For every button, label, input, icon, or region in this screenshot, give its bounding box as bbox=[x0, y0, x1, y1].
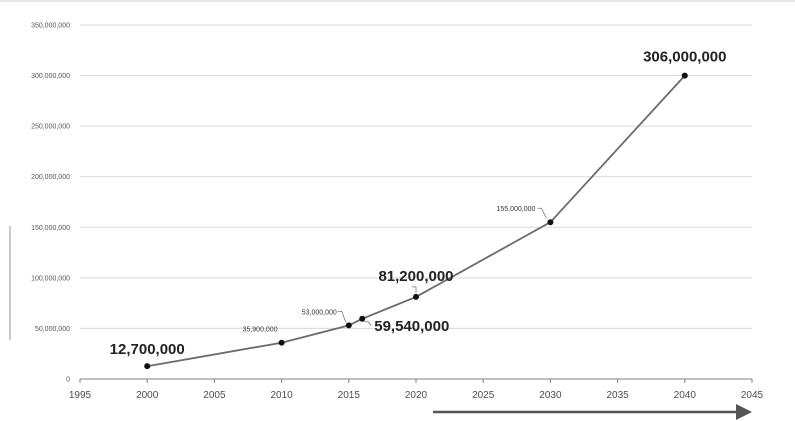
x-tick-label: 2010 bbox=[270, 390, 293, 401]
data-point bbox=[345, 322, 352, 329]
grid bbox=[80, 24, 752, 329]
y-tick-label: 200,000,000 bbox=[31, 174, 70, 181]
data-point bbox=[144, 363, 151, 370]
x-tick-label: 1995 bbox=[69, 390, 92, 401]
data-label: 155,000,000 bbox=[496, 206, 535, 213]
data-points bbox=[144, 72, 688, 370]
axes bbox=[79, 378, 753, 383]
y-tick-label: 100,000,000 bbox=[31, 275, 70, 282]
data-label: 306,000,000 bbox=[643, 49, 726, 66]
data-label: 35,900,000 bbox=[243, 327, 278, 334]
x-tick-label: 2025 bbox=[472, 390, 495, 401]
y-tick-label: 50,000,000 bbox=[35, 326, 70, 333]
y-tick-label: 0 bbox=[66, 377, 70, 384]
y-tick-label: 300,000,000 bbox=[31, 73, 70, 80]
data-label-leader bbox=[412, 286, 417, 293]
data-point bbox=[547, 219, 554, 226]
x-tick-label: 2015 bbox=[338, 390, 361, 401]
x-tick-label: 2020 bbox=[405, 390, 428, 401]
data-labels: 12,700,000 35,900,000 53,000,000 59,540,000… bbox=[110, 49, 727, 359]
data-point bbox=[359, 315, 366, 322]
x-tick-label: 2040 bbox=[674, 390, 697, 401]
data-label-leader bbox=[337, 310, 347, 323]
data-label: 12,700,000 bbox=[110, 341, 185, 358]
y-tick-label: 250,000,000 bbox=[31, 124, 70, 131]
tick-labels: 0 50,000,000 100,000,000 150,000,000 200,000… bbox=[31, 23, 763, 402]
data-point bbox=[413, 293, 419, 300]
data-label-leader bbox=[364, 321, 372, 327]
y-tick-label: 150,000,000 bbox=[31, 225, 70, 232]
data-point bbox=[681, 72, 688, 79]
data-point bbox=[278, 339, 285, 346]
x-tick-label: 2045 bbox=[741, 390, 764, 401]
x-tick-label: 2005 bbox=[203, 390, 226, 401]
data-label: 81,200,000 bbox=[378, 268, 453, 285]
x-tick-label: 2035 bbox=[606, 390, 629, 401]
data-label: 59,540,000 bbox=[374, 318, 449, 335]
data-label-leader bbox=[537, 207, 547, 219]
x-tick-label: 2030 bbox=[539, 390, 562, 401]
timeline-arrow bbox=[433, 404, 752, 420]
data-label: 53,000,000 bbox=[302, 309, 337, 316]
y-tick-label: 350,000,000 bbox=[31, 23, 70, 30]
x-tick-label: 2000 bbox=[136, 390, 159, 401]
timeline-arrow-head bbox=[736, 404, 752, 420]
